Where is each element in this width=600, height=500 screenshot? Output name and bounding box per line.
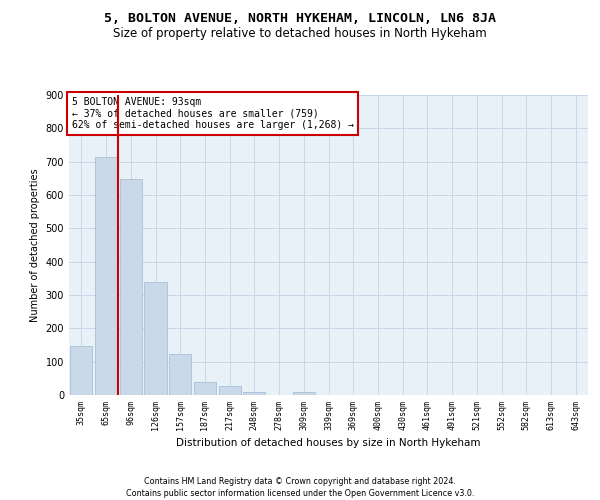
Bar — [119, 178, 142, 395]
Bar — [194, 382, 216, 395]
Bar — [293, 392, 315, 395]
Bar — [218, 386, 241, 395]
Bar — [95, 157, 117, 395]
Bar — [145, 282, 167, 395]
Bar — [169, 354, 191, 395]
Y-axis label: Number of detached properties: Number of detached properties — [30, 168, 40, 322]
X-axis label: Distribution of detached houses by size in North Hykeham: Distribution of detached houses by size … — [176, 438, 481, 448]
Text: Contains HM Land Registry data © Crown copyright and database right 2024.: Contains HM Land Registry data © Crown c… — [144, 477, 456, 486]
Text: 5 BOLTON AVENUE: 93sqm
← 37% of detached houses are smaller (759)
62% of semi-de: 5 BOLTON AVENUE: 93sqm ← 37% of detached… — [71, 96, 353, 130]
Text: 5, BOLTON AVENUE, NORTH HYKEHAM, LINCOLN, LN6 8JA: 5, BOLTON AVENUE, NORTH HYKEHAM, LINCOLN… — [104, 12, 496, 26]
Bar — [70, 346, 92, 395]
Text: Contains public sector information licensed under the Open Government Licence v3: Contains public sector information licen… — [126, 488, 474, 498]
Text: Size of property relative to detached houses in North Hykeham: Size of property relative to detached ho… — [113, 28, 487, 40]
Bar — [243, 392, 265, 395]
